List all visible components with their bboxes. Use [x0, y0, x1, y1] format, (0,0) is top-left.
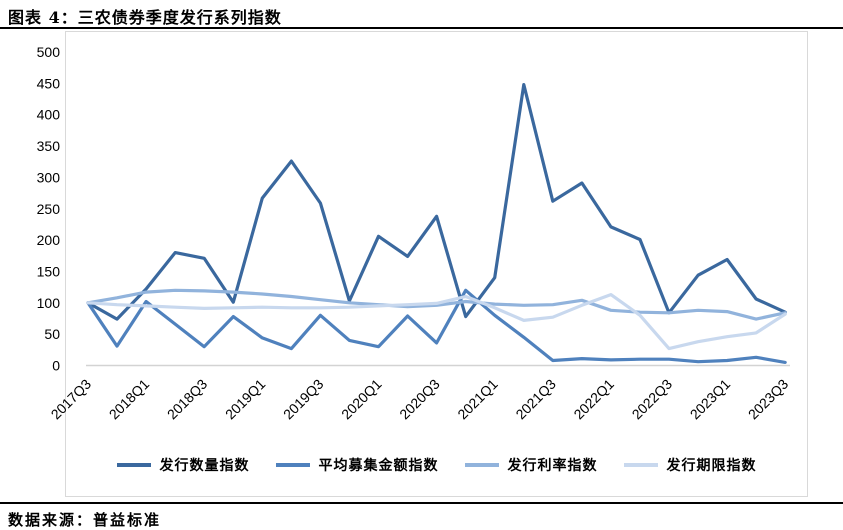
y-axis-tick-label: 0	[52, 358, 60, 374]
y-axis: 0 50 100 150 200 250 300 350 400 450 500	[37, 44, 790, 374]
series-line-1	[86, 288, 787, 364]
x-axis-tick-label: 2023Q1	[687, 376, 734, 423]
legend-swatch-3	[623, 463, 658, 467]
series-line-2	[86, 288, 787, 321]
y-axis-tick-label: 100	[37, 295, 61, 311]
legend-swatch-1	[275, 463, 310, 467]
y-axis-tick-label: 250	[37, 201, 61, 217]
y-axis-tick-label: 200	[37, 232, 61, 248]
x-axis-tick-label: 2022Q1	[570, 376, 617, 423]
legend-item-0: 发行数量指数	[116, 455, 250, 475]
legend-item-1: 平均募集金额指数	[275, 455, 439, 475]
y-axis-tick-label: 50	[44, 326, 60, 342]
x-axis-tick-label: 2019Q1	[222, 376, 269, 423]
x-axis-tick-label: 2018Q1	[106, 376, 153, 423]
series-line-0	[86, 82, 787, 321]
chart-title: 图表 4：三农债券季度发行系列指数	[0, 0, 843, 29]
y-axis-tick-label: 300	[37, 169, 61, 185]
legend-label-2: 发行利率指数	[507, 458, 598, 474]
legend-label-1: 平均募集金额指数	[318, 458, 439, 474]
legend-swatch-2	[464, 463, 499, 467]
x-axis-tick-label: 2023Q3	[745, 376, 792, 423]
series-line-3	[86, 293, 787, 351]
chart-legend: 发行数量指数 平均募集金额指数 发行利率指数 发行期限指数	[65, 455, 808, 475]
x-axis-tick-label: 2022Q3	[629, 376, 676, 423]
x-axis-tick-label: 2020Q1	[338, 376, 385, 423]
x-axis-tick-label: 2017Q3	[48, 376, 95, 423]
legend-item-3: 发行期限指数	[623, 455, 757, 475]
x-axis-tick-label: 2020Q3	[396, 376, 443, 423]
legend-swatch-0	[116, 463, 151, 467]
y-axis-tick-label: 450	[37, 75, 61, 91]
y-axis-tick-label: 500	[37, 44, 61, 60]
source-note: 数据来源：普益标准	[0, 502, 843, 530]
y-axis-tick-label: 350	[37, 138, 61, 154]
legend-item-2: 发行利率指数	[464, 455, 598, 475]
legend-label-3: 发行期限指数	[666, 458, 757, 474]
x-axis: 2017Q3 2018Q1 2018Q3 2019Q1 2019Q3 2020Q1 2020…	[48, 376, 792, 423]
legend-label-0: 发行数量指数	[159, 458, 250, 474]
x-axis-tick-label: 2021Q1	[454, 376, 501, 423]
y-axis-tick-label: 400	[37, 107, 61, 123]
chart-frame	[65, 31, 808, 497]
plot-lines	[86, 82, 787, 364]
x-axis-tick-label: 2019Q3	[280, 376, 327, 423]
x-axis-tick-label: 2021Q3	[512, 376, 559, 423]
x-axis-tick-label: 2018Q3	[164, 376, 211, 423]
y-axis-tick-label: 150	[37, 263, 61, 279]
